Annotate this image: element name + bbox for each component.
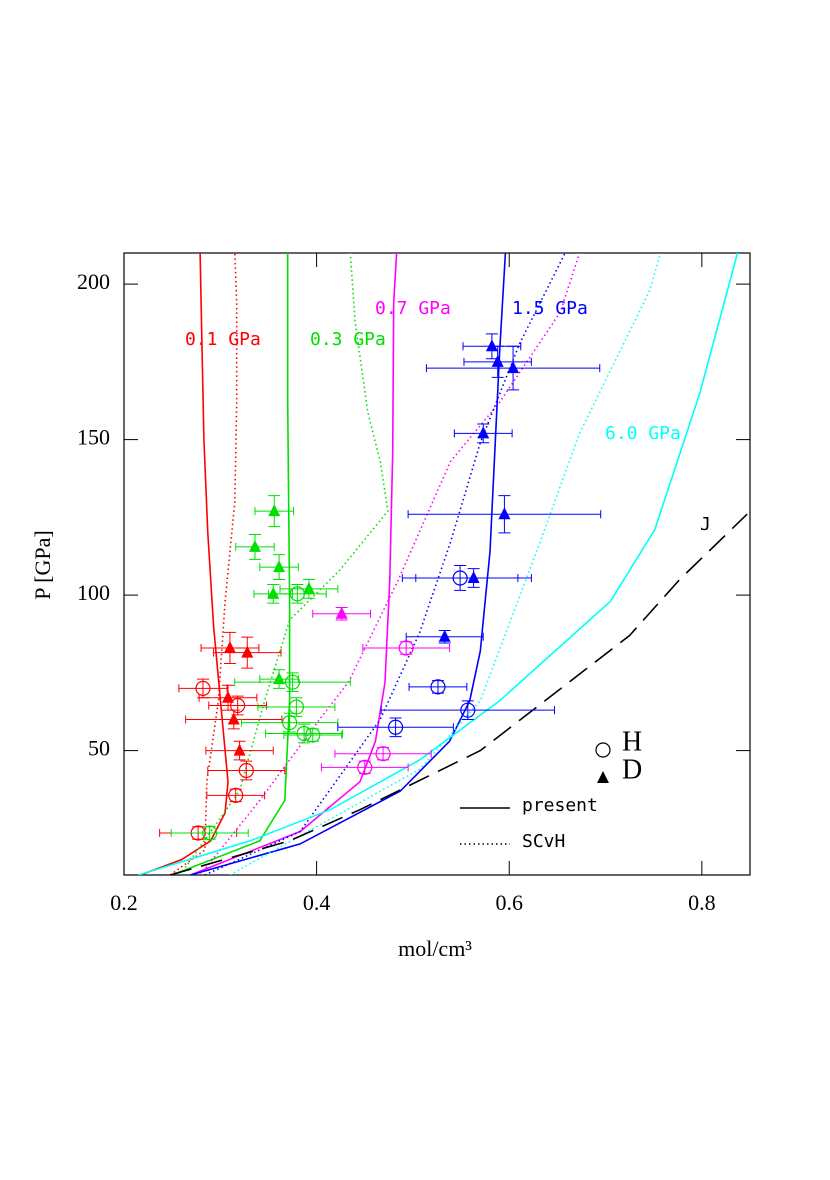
- y-tick-label: 150: [77, 425, 110, 450]
- y-error-bar: [291, 584, 304, 604]
- y-tick-label: 50: [88, 736, 110, 761]
- data-point: [375, 746, 391, 762]
- data-point: [241, 645, 254, 658]
- y-axis-label: P [GPa]: [30, 530, 55, 599]
- y-error-bar: [454, 565, 467, 591]
- legend-marker: [595, 742, 611, 758]
- y-error-bar: [286, 672, 299, 693]
- y-error-bar: [283, 712, 296, 733]
- y-error-bar: [298, 723, 311, 744]
- scvh-curve: [199, 253, 581, 875]
- scvh-curve: [229, 253, 662, 875]
- data-point: [233, 743, 246, 756]
- data-point: [460, 702, 476, 718]
- data-point: [430, 679, 446, 695]
- x-tick-label: 0.4: [303, 890, 331, 915]
- curve-label: 1.5 GPa: [512, 298, 588, 319]
- y-tick-label: 200: [77, 269, 110, 294]
- legend-label: H: [622, 726, 642, 757]
- data-point: [467, 570, 480, 583]
- legend-label: present: [522, 795, 598, 816]
- legend-label: D: [622, 754, 642, 785]
- x-tick-label: 0.8: [688, 890, 716, 915]
- data-point: [202, 825, 218, 841]
- data-point: [284, 674, 301, 690]
- data-point: [273, 560, 286, 573]
- y-error-bar: [240, 760, 253, 781]
- scvh-curve: [179, 253, 389, 875]
- scvh-curve: [169, 253, 238, 875]
- curve-label: 0.1 GPa: [185, 329, 261, 350]
- data-point: [282, 715, 298, 731]
- data-point: [498, 507, 511, 520]
- data-point: [273, 672, 286, 685]
- curve-label: J: [700, 514, 711, 535]
- data-point: [195, 680, 211, 697]
- data-point: [296, 725, 312, 742]
- y-tick-label: 100: [77, 580, 110, 605]
- data-point: [477, 426, 490, 439]
- data-point: [335, 606, 348, 619]
- data-point: [223, 640, 236, 653]
- curve-label: 6.0 GPa: [605, 423, 681, 444]
- curve-label: 0.3 GPa: [310, 329, 386, 350]
- data-point: [485, 339, 498, 352]
- curve-label: 0.7 GPa: [375, 298, 451, 319]
- x-tick-label: 0.6: [495, 890, 523, 915]
- data-point: [238, 762, 254, 779]
- data-point: [230, 697, 246, 714]
- plot-frame: [123, 252, 751, 876]
- data-point: [302, 581, 315, 594]
- present-curve: [138, 253, 739, 875]
- data-point: [507, 361, 520, 374]
- data-point: [398, 640, 414, 656]
- data-point: [222, 690, 235, 703]
- x-axis-label: mol/cm³: [398, 936, 472, 961]
- y-error-bar: [389, 717, 402, 738]
- legend-label: SCvH: [522, 831, 565, 852]
- reference-curve: [169, 513, 748, 875]
- data-point: [268, 504, 281, 517]
- data-point: [491, 354, 504, 367]
- present-curve: [190, 253, 398, 875]
- data-point: [387, 719, 404, 735]
- data-point: [305, 727, 321, 743]
- data-point: [438, 629, 451, 642]
- data-point: [228, 787, 244, 803]
- data-point: [452, 570, 468, 586]
- data-point: [267, 586, 280, 599]
- data-point: [227, 712, 240, 725]
- data-point: [288, 699, 304, 715]
- data-point: [248, 539, 261, 552]
- x-tick-label: 0.2: [110, 890, 138, 915]
- present-curve: [171, 253, 291, 875]
- data-point: [357, 759, 373, 775]
- y-error-bar: [461, 700, 474, 720]
- legend-marker: [597, 771, 609, 783]
